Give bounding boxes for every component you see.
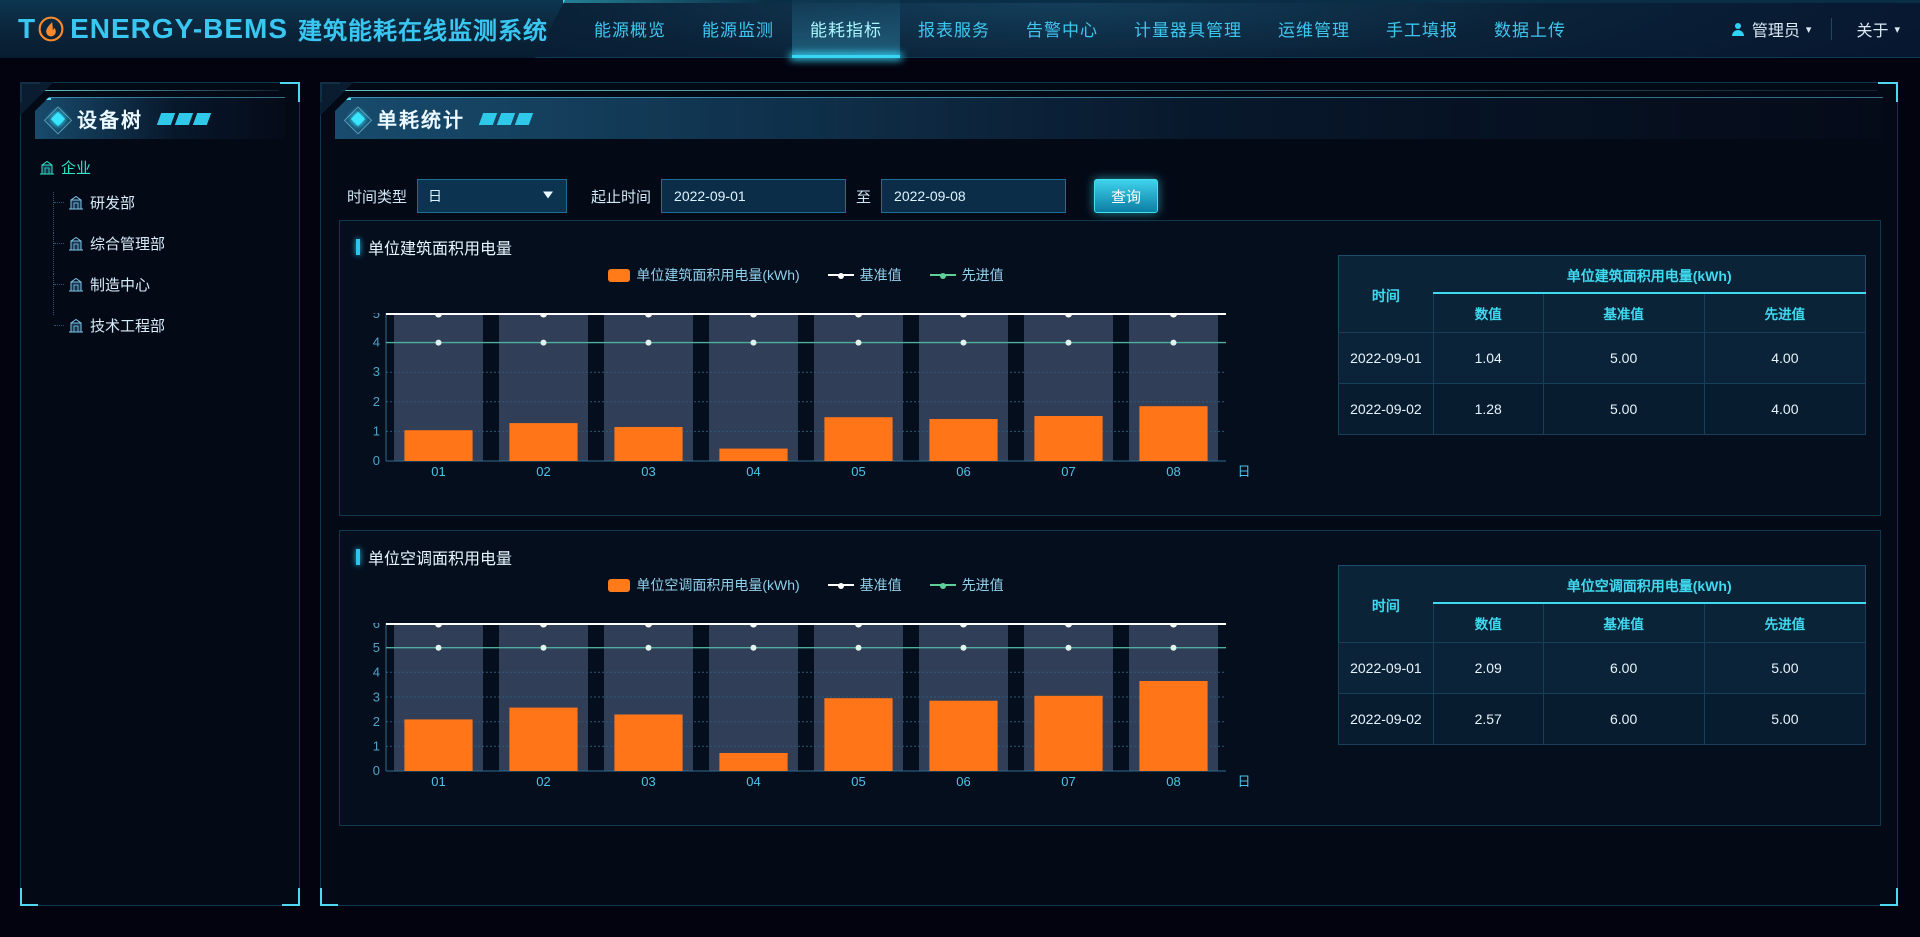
svg-text:4: 4 xyxy=(373,665,380,680)
svg-text:0: 0 xyxy=(373,453,380,468)
svg-text:05: 05 xyxy=(851,774,865,789)
svg-text:0: 0 xyxy=(373,763,380,778)
svg-text:日: 日 xyxy=(1237,464,1250,479)
svg-text:08: 08 xyxy=(1166,464,1180,479)
svg-text:04: 04 xyxy=(746,774,760,789)
svg-text:03: 03 xyxy=(641,464,655,479)
svg-text:日: 日 xyxy=(1237,774,1250,789)
svg-text:2: 2 xyxy=(373,394,380,409)
svg-text:4: 4 xyxy=(373,335,380,350)
svg-text:02: 02 xyxy=(536,774,550,789)
svg-text:07: 07 xyxy=(1061,464,1075,479)
svg-text:04: 04 xyxy=(746,464,760,479)
svg-text:06: 06 xyxy=(956,464,970,479)
svg-text:07: 07 xyxy=(1061,774,1075,789)
svg-text:1: 1 xyxy=(373,423,380,438)
svg-text:01: 01 xyxy=(431,774,445,789)
svg-text:05: 05 xyxy=(851,464,865,479)
svg-text:3: 3 xyxy=(373,364,380,379)
svg-text:08: 08 xyxy=(1166,774,1180,789)
svg-text:5: 5 xyxy=(373,313,380,321)
svg-text:6: 6 xyxy=(373,623,380,631)
svg-text:5: 5 xyxy=(373,640,380,655)
svg-text:3: 3 xyxy=(373,689,380,704)
svg-text:06: 06 xyxy=(956,774,970,789)
svg-text:01: 01 xyxy=(431,464,445,479)
svg-text:02: 02 xyxy=(536,464,550,479)
svg-text:1: 1 xyxy=(373,739,380,754)
svg-text:03: 03 xyxy=(641,774,655,789)
svg-text:2: 2 xyxy=(373,714,380,729)
